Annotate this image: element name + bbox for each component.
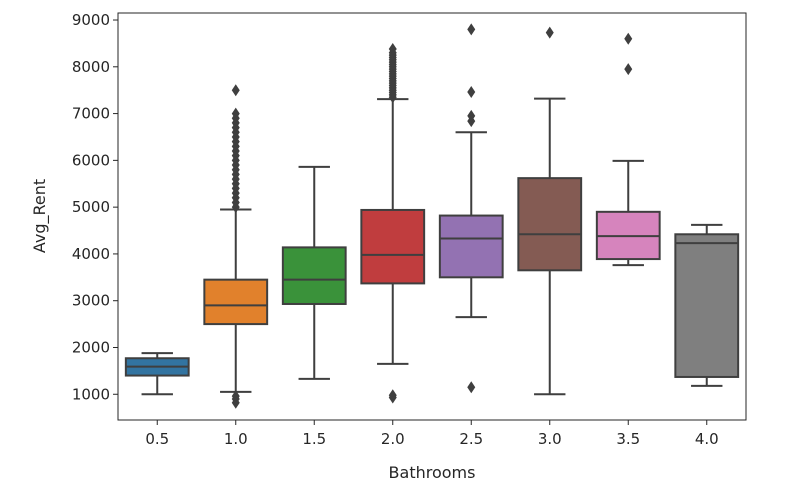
outlier-point: [388, 43, 397, 56]
x-axis-label: Bathrooms: [389, 463, 476, 482]
box-iqr: [360, 208, 426, 285]
outlier-point: [467, 86, 476, 99]
outlier-point: [467, 23, 476, 36]
box-group-2-5: [438, 23, 504, 394]
box-iqr: [281, 246, 347, 305]
y-tick-label: 7000: [72, 105, 110, 123]
outlier-point: [624, 32, 633, 45]
box-group-1-5: [281, 165, 347, 380]
x-tick-label: 1.0: [224, 430, 248, 448]
box-group-0-5: [124, 352, 190, 396]
y-tick-label: 6000: [72, 151, 110, 169]
y-axis: 1000 2000 3000 4000 5000 6000 7000 8000 9000: [72, 11, 118, 403]
outlier-point: [231, 107, 240, 120]
box-group-2-0: [360, 43, 426, 404]
x-tick-label: 2.5: [459, 430, 483, 448]
plot-frame: [117, 12, 747, 421]
x-tick-label: 4.0: [695, 430, 719, 448]
box-iqr: [438, 214, 504, 279]
outlier-point: [467, 109, 476, 122]
box-group-4-0: [674, 223, 740, 387]
y-tick-label: 3000: [72, 292, 110, 310]
box-iqr: [517, 177, 583, 272]
x-tick-label: 3.0: [538, 430, 562, 448]
outlier-point: [231, 84, 240, 97]
x-axis: 0.5 1.0 1.5 2.0 2.5 3.0 3.5 4.0: [145, 420, 719, 448]
x-tick-label: 2.0: [381, 430, 405, 448]
y-tick-label: 8000: [72, 58, 110, 76]
y-axis-label: Avg_Rent: [30, 179, 50, 253]
box-group-1-0: [203, 84, 269, 409]
outlier-point: [388, 389, 397, 402]
box-group-3-0: [517, 26, 583, 396]
x-tick-label: 3.5: [616, 430, 640, 448]
box-group-3-5: [595, 32, 661, 267]
y-tick-label: 9000: [72, 11, 110, 29]
box-iqr: [203, 278, 269, 326]
x-tick-label: 1.5: [302, 430, 326, 448]
y-tick-label: 5000: [72, 198, 110, 216]
y-tick-label: 2000: [72, 338, 110, 356]
y-tick-label: 4000: [72, 245, 110, 263]
box-iqr: [674, 233, 740, 378]
x-tick-label: 0.5: [145, 430, 169, 448]
y-tick-label: 1000: [72, 385, 110, 403]
outlier-point: [624, 63, 633, 76]
outlier-point: [467, 381, 476, 394]
boxes-layer: [124, 23, 740, 409]
outlier-point: [231, 390, 240, 403]
outlier-point: [545, 26, 554, 39]
